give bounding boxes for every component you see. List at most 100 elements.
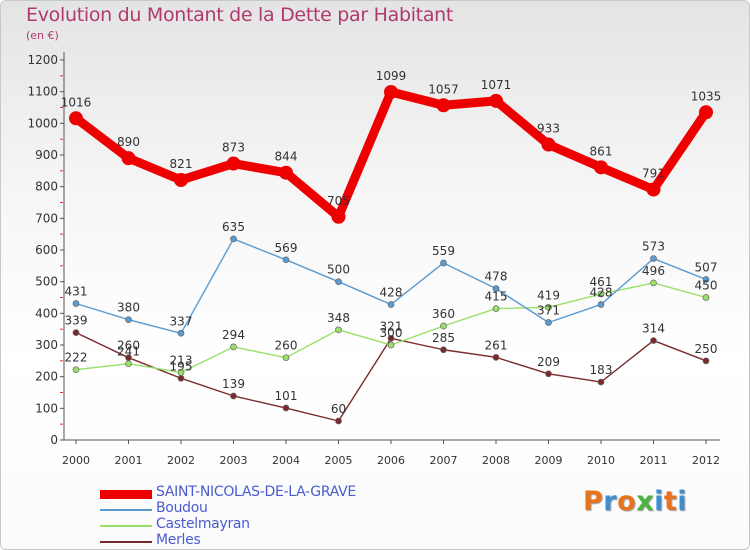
data-point [282, 404, 290, 412]
data-label: 559 [432, 244, 455, 258]
data-point [230, 343, 237, 351]
data-point [230, 392, 237, 400]
x-tick-label: 2003 [220, 454, 248, 467]
data-point [125, 316, 132, 324]
data-point [702, 276, 710, 283]
x-tick-label: 2002 [167, 454, 195, 467]
data-point [387, 335, 395, 342]
data-point [230, 235, 237, 243]
data-label: 431 [65, 285, 88, 299]
data-point [492, 285, 500, 292]
x-tick-label: 2000 [62, 454, 90, 467]
data-label: 337 [170, 314, 193, 328]
data-label: 1071 [481, 78, 512, 92]
x-tick-label: 2006 [377, 454, 405, 467]
data-label: 260 [275, 339, 298, 353]
data-label: 507 [695, 260, 718, 274]
data-point [440, 346, 447, 354]
data-point [492, 354, 500, 361]
data-label: 360 [432, 307, 455, 321]
data-point [335, 326, 342, 334]
data-label: 1099 [376, 69, 407, 83]
data-point [177, 374, 185, 382]
data-point [699, 105, 713, 120]
data-point [597, 301, 605, 308]
data-point [436, 98, 451, 113]
x-tick-label: 2011 [640, 454, 668, 467]
data-label: 861 [590, 144, 613, 158]
data-label: 261 [485, 338, 508, 352]
data-point [384, 84, 398, 99]
y-tick-label: 700 [35, 211, 58, 225]
y-tick-label: 100 [35, 401, 58, 415]
x-tick-label: 2012 [692, 454, 720, 467]
data-label: 1035 [691, 89, 722, 103]
data-point [174, 173, 188, 188]
data-label: 380 [117, 301, 140, 315]
data-label: 250 [695, 342, 718, 356]
data-point [440, 259, 447, 267]
legend-swatch [100, 509, 152, 511]
proxiti-logo: Proxiti [583, 486, 688, 517]
legend-swatch [100, 489, 152, 499]
data-label: 183 [590, 363, 613, 377]
x-tick-label: 2009 [535, 454, 563, 467]
data-label: 419 [537, 288, 560, 302]
legend-swatch [100, 541, 152, 543]
y-tick-label: 200 [35, 370, 58, 384]
legend-item: Merles [100, 532, 400, 550]
data-point [594, 160, 608, 175]
data-label: 60 [331, 402, 346, 416]
data-label: 339 [65, 314, 88, 328]
data-label: 890 [117, 135, 140, 149]
legend-swatch [100, 525, 152, 527]
x-tick-label: 2008 [482, 454, 510, 467]
data-point [646, 182, 661, 197]
data-label: 300 [380, 326, 403, 340]
data-point [597, 290, 605, 298]
data-label: 573 [642, 240, 665, 254]
legend-item: SAINT-NICOLAS-DE-LA-GRAVE [100, 484, 400, 502]
data-point [177, 369, 185, 376]
data-point [650, 255, 657, 262]
data-point [440, 322, 447, 330]
data-point [545, 370, 552, 378]
y-tick-label: 1200 [27, 53, 58, 67]
chart-subtitle: (en €) [26, 29, 59, 42]
data-point [492, 305, 500, 312]
data-point [650, 337, 657, 344]
data-label: 873 [222, 141, 245, 155]
data-label: 1057 [428, 82, 459, 96]
data-label: 101 [275, 389, 298, 403]
y-tick-label: 300 [35, 338, 58, 352]
data-point [702, 357, 710, 365]
data-label: 260 [117, 339, 140, 353]
data-point [545, 303, 552, 311]
y-tick-label: 400 [35, 306, 58, 320]
data-label: 569 [275, 241, 298, 255]
data-point [125, 360, 132, 368]
data-point [702, 294, 710, 301]
data-label: 450 [695, 279, 718, 293]
chart-title: Evolution du Montant de la Dette par Hab… [26, 4, 454, 26]
data-point [335, 417, 342, 425]
data-point [279, 165, 293, 180]
data-label: 314 [642, 322, 665, 336]
legend-item: Castelmayran [100, 516, 400, 534]
data-label: 348 [327, 311, 350, 325]
data-label: 478 [485, 270, 508, 284]
data-label: 428 [590, 285, 613, 299]
data-point [541, 137, 556, 152]
data-point [387, 301, 395, 308]
data-point [597, 378, 605, 386]
data-point [282, 256, 290, 264]
y-tick-label: 900 [35, 148, 58, 162]
data-label: 213 [170, 354, 193, 368]
data-label: 428 [380, 285, 403, 299]
data-point [69, 111, 83, 126]
data-label: 500 [327, 263, 350, 277]
data-point [331, 209, 346, 224]
x-tick-label: 2004 [272, 454, 300, 467]
x-tick-label: 2007 [430, 454, 458, 467]
